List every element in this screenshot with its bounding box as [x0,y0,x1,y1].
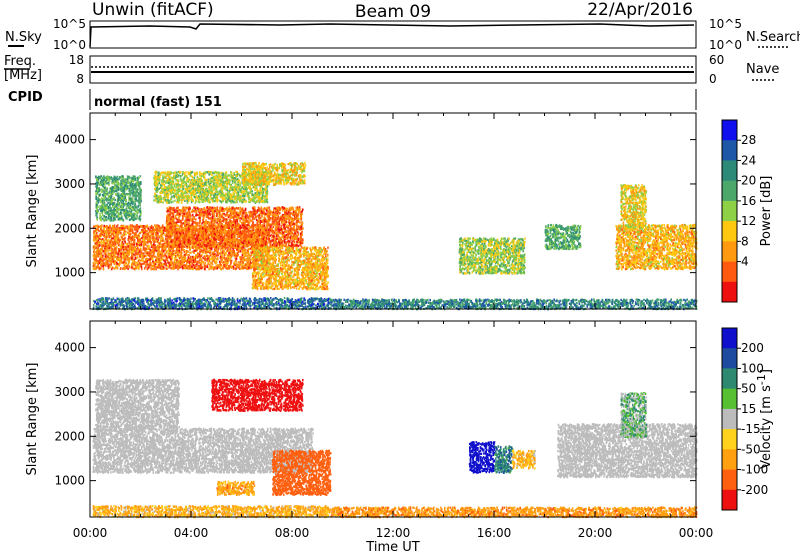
cpid-label: CPID [8,90,43,105]
freq-label: Freq. [4,54,36,69]
nsky-trace [90,24,694,47]
power-cell [103,268,105,270]
power-cell [93,267,95,269]
freq-tick-high: 18 [69,53,84,67]
power-cell [189,249,191,251]
beam-title: Beam 09 [355,2,431,22]
nsky-tick-low: 10^0 [53,38,86,52]
freq-panel: 18 8 60 0 Freq. [MHz] Nave [4,53,779,86]
cpid-text: normal (fast) 151 [94,95,222,110]
nsky-label: N.Sky [5,30,42,45]
cpid-panel: CPID normal (fast) 151 [8,89,696,110]
nave-tick-low: 0 [709,72,717,86]
nave-label: Nave [746,62,779,77]
nsky-tick-high: 10^5 [53,17,86,31]
nave-tick-high: 60 [709,53,724,67]
date-title: 22/Apr/2016 [587,0,693,20]
station-title: Unwin (fitACF) [92,0,214,20]
nsearch-tick-low: 10^0 [709,38,742,52]
power-cell [107,250,109,252]
radar-figure: Unwin (fitACF) Beam 09 22/Apr/2016 10^5 … [0,0,800,554]
nsky-panel: 10^5 10^0 10^5 10^0 N.Sky N.Search [5,17,800,52]
nsearch-tick-high: 10^5 [709,17,742,31]
power-cell [238,261,240,263]
nsearch-label: N.Search [746,30,800,45]
power-data [93,162,698,311]
freq-unit-label: [MHz] [4,68,42,83]
freq-tick-low: 8 [76,72,84,86]
power-cell [129,251,131,253]
power-cell [222,267,224,269]
